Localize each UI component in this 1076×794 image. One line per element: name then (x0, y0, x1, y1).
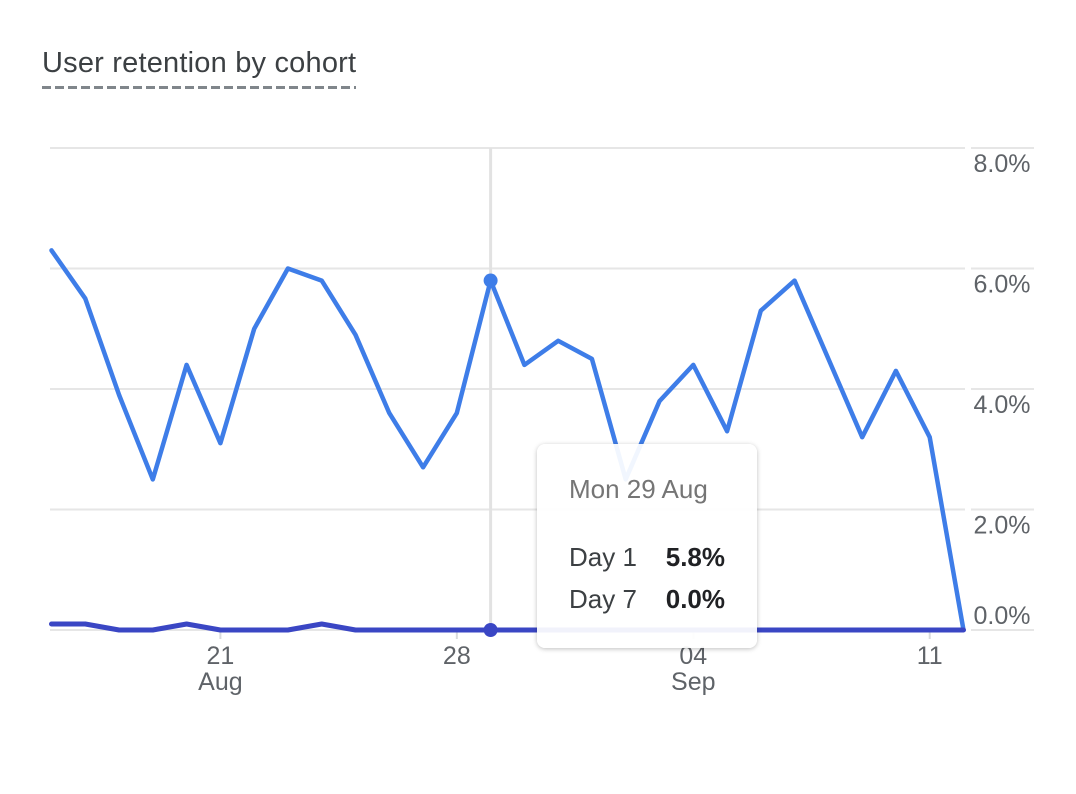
x-axis-label-day: 21 (206, 642, 234, 670)
tooltip-series-label: Day 1 (569, 542, 637, 572)
x-axis-label-day: 11 (917, 642, 943, 670)
card-title[interactable]: User retention by cohort (42, 46, 356, 89)
tooltip-series-value: 5.8% (665, 542, 725, 572)
hover-dot-day-1[interactable] (483, 273, 498, 288)
x-axis-label-month: Sep (671, 668, 715, 696)
y-axis-label: 4.0% (974, 391, 1031, 419)
x-axis-label-month: Aug (198, 668, 242, 696)
y-axis-label: 6.0% (974, 271, 1031, 299)
tooltip-series-value: 0.0% (665, 584, 725, 614)
tooltip-series-label: Day 7 (569, 584, 637, 614)
tooltip-row-day7: Day 7 0.0% (569, 578, 725, 620)
series-line-day-1[interactable] (49, 248, 966, 633)
chart-tooltip: Mon 29 Aug Day 1 5.8% Day 7 0.0% (537, 444, 757, 648)
y-axis-label: 8.0% (974, 150, 1031, 178)
tooltip-row-day1: Day 1 5.8% (569, 536, 725, 578)
y-axis-label: 2.0% (974, 512, 1031, 540)
hover-dot-day-7[interactable] (483, 623, 498, 637)
tooltip-date: Mon 29 Aug (569, 474, 708, 504)
y-axis-label: 0.0% (974, 602, 1031, 630)
series-line-day-7[interactable] (49, 621, 966, 633)
x-axis-label-day: 28 (443, 642, 471, 670)
